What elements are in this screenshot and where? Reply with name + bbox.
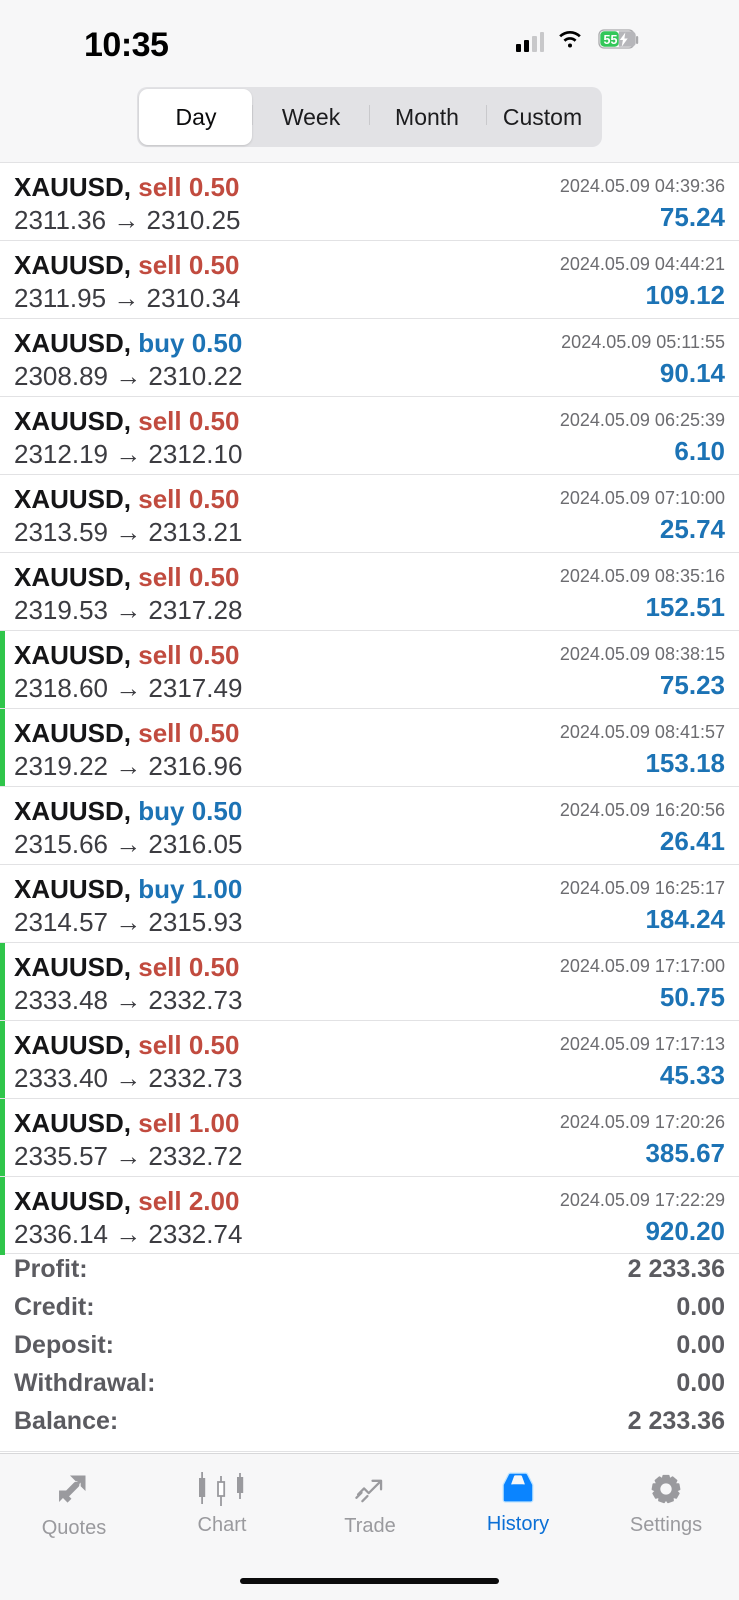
svg-text:55: 55 [604, 33, 618, 47]
